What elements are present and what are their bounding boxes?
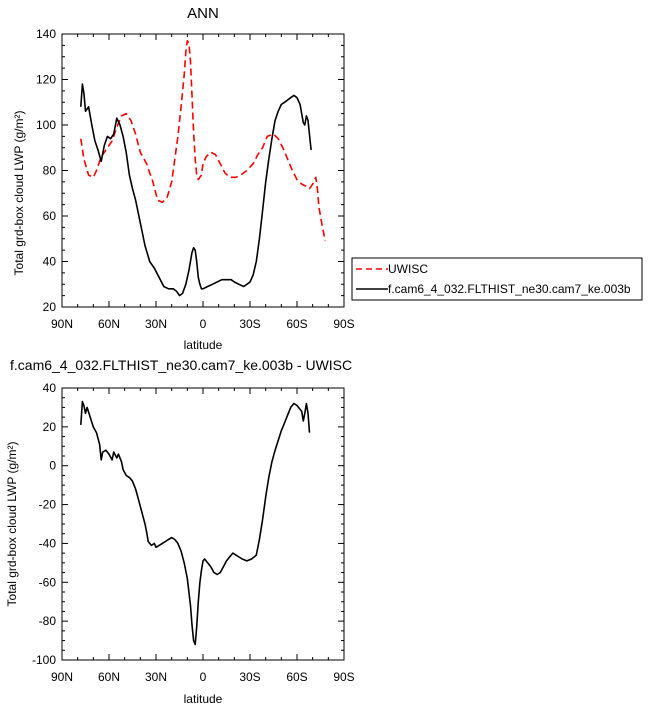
- x-tick-label: 90N: [51, 317, 73, 331]
- y-tick-label: 40: [43, 381, 57, 395]
- x-tick-label: 60N: [98, 317, 120, 331]
- legend-label-uwisc: UWISC: [388, 262, 428, 276]
- y-tick-label: -40: [39, 536, 57, 550]
- panel-1-plot-area: 90N 60N 30N 0 30S 60S 90S 20 40 60 80 100 120 140: [36, 27, 355, 331]
- y-tick-label: 40: [43, 255, 57, 269]
- y-tick-label: -80: [39, 614, 57, 628]
- legend-box: [351, 257, 643, 301]
- y-tick-label: -20: [39, 498, 57, 512]
- panel-1-title: ANN: [187, 5, 219, 22]
- panel-2: f.cam6_4_032.FLTHIST_ne30.cam7_ke.003b -…: [5, 357, 355, 706]
- y-tick-label: 140: [36, 27, 56, 41]
- y-tick-label: 100: [36, 118, 56, 132]
- x-tick-label: 0: [200, 317, 207, 331]
- y-tick-label: 80: [43, 164, 57, 178]
- panel-2-title: f.cam6_4_032.FLTHIST_ne30.cam7_ke.003b -…: [10, 357, 352, 373]
- series-line-f-cam6-4-032-flthist-ne30-cam7-ke-003b: [80, 83, 312, 297]
- y-tick-label: 120: [36, 73, 56, 87]
- plot-frame: [61, 33, 345, 308]
- x-tick-label: 30S: [239, 670, 260, 684]
- x-tick-label: 60S: [286, 317, 307, 331]
- x-tick-label: 60N: [98, 670, 120, 684]
- panel-2-plot-area: 90N 60N 30N 0 30S 60S 90S 40 20 0 -20 -40 -60 -80 -100: [32, 381, 355, 684]
- x-tick-label: 60S: [286, 670, 307, 684]
- x-tick-label: 30N: [145, 670, 167, 684]
- y-tick-label: -100: [32, 653, 56, 667]
- panel-1-xlabel: latitude: [184, 338, 223, 352]
- x-tick-label: 30N: [145, 317, 167, 331]
- y-tick-label: 60: [43, 209, 57, 223]
- legend-label-model: f.cam6_4_032.FLTHIST_ne30.cam7_ke.003b: [388, 282, 631, 296]
- x-tick-label: 90N: [51, 670, 73, 684]
- legend: UWISC f.cam6_4_032.FLTHIST_ne30.cam7_ke.…: [351, 257, 643, 301]
- plot-frame: [61, 387, 345, 661]
- panel-1: ANN 90N 60N 30N 0 30S 60S 90S 20 40 60 80 100 120 140…: [12, 5, 355, 352]
- series-line-difference: [80, 400, 311, 646]
- x-tick-label: 30S: [239, 317, 260, 331]
- y-tick-label: 20: [43, 420, 57, 434]
- x-tick-label: 90S: [333, 317, 354, 331]
- panel-1-ylabel: Total grd-box cloud LWP (g/m²): [12, 111, 26, 276]
- x-tick-label: 90S: [333, 670, 354, 684]
- y-tick-label: -60: [39, 575, 57, 589]
- series-line-uwisc: [80, 39, 326, 242]
- y-tick-label: 20: [43, 300, 57, 314]
- panel-2-ylabel: Total grd-box cloud LWP (g/m²): [5, 442, 19, 607]
- panel-2-xlabel: latitude: [184, 692, 223, 706]
- x-tick-label: 0: [200, 670, 207, 684]
- y-tick-label: 0: [49, 459, 56, 473]
